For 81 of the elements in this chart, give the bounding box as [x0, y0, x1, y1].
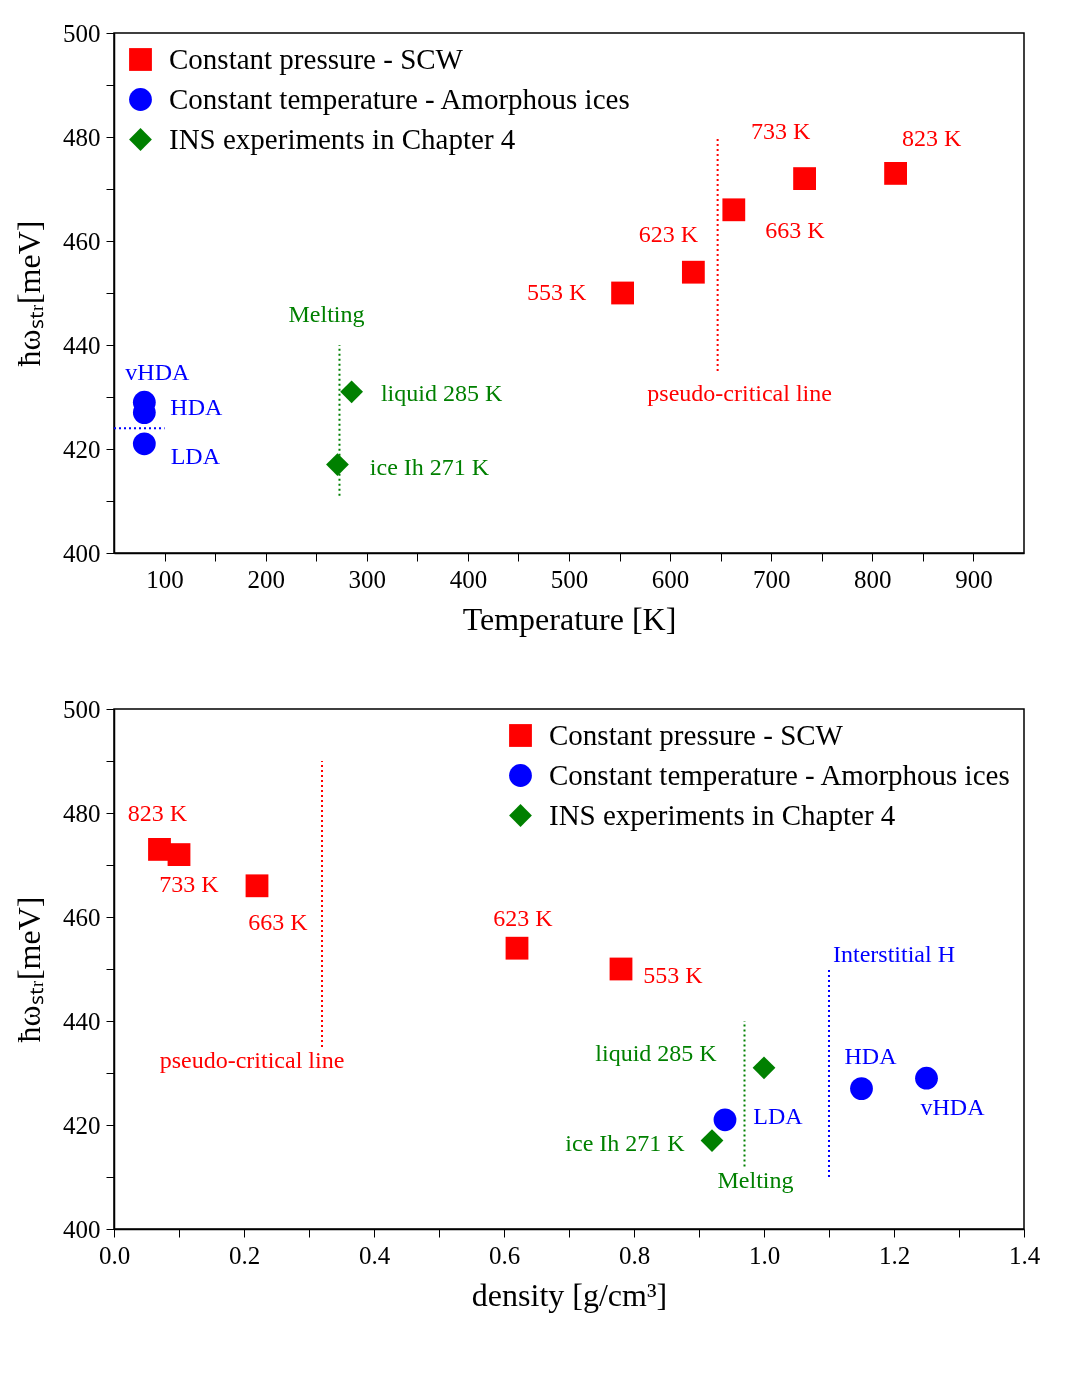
x-tick-label: 700	[752, 565, 791, 593]
legend-label: Constant temperature - Amorphous ices	[169, 82, 630, 115]
x-tick-label: 400	[449, 565, 488, 593]
y-tick-label: 480	[63, 799, 101, 827]
x-tick-label: 0.8	[618, 1241, 651, 1269]
annotation: LDA	[753, 1102, 804, 1129]
annotation: 623 K	[638, 221, 699, 248]
point	[915, 1066, 938, 1090]
annotation: liquid 285 K	[380, 379, 503, 406]
legend-label: INS experiments in Chapter 4	[549, 798, 896, 831]
point	[326, 453, 349, 476]
annotation: HDA	[844, 1042, 898, 1069]
x-tick-label: 800	[854, 565, 892, 593]
annotation: 663 K	[765, 216, 826, 243]
x-tick-label: 900	[955, 565, 993, 593]
y-tick-label: 440	[63, 1007, 101, 1035]
point	[722, 198, 746, 222]
point	[752, 1056, 776, 1080]
x-tick-label: 600	[651, 565, 690, 593]
point	[609, 957, 633, 981]
point	[132, 432, 156, 456]
x-axis-title: Temperature [K]	[462, 600, 677, 637]
x-axis-title: density [g/cm³]	[471, 1276, 668, 1313]
series-label: Melting	[288, 301, 365, 327]
series-label: pseudo-critical line	[159, 1047, 345, 1073]
point	[681, 260, 705, 284]
annotation: liquid 285 K	[595, 1039, 718, 1066]
y-tick-label: 440	[63, 331, 101, 359]
x-tick-label: 1.2	[878, 1241, 911, 1269]
point	[884, 162, 907, 185]
x-tick-label: 0.2	[228, 1241, 261, 1269]
annotation: 553 K	[526, 279, 587, 305]
y-tick-label: 480	[63, 123, 101, 151]
y-tick-label: 460	[63, 903, 101, 931]
annotation: ice Ih 271 K	[565, 1129, 686, 1156]
series-label: Melting	[717, 1166, 794, 1193]
y-tick-label: 460	[63, 227, 101, 255]
annotation: 553 K	[643, 962, 704, 988]
legend-label: Constant temperature - Amorphous ices	[549, 758, 1010, 791]
y-axis-title: ħωₛₜᵣ[meV]	[11, 220, 47, 367]
x-tick-label: 0.4	[358, 1241, 391, 1269]
x-tick-label: 300	[348, 565, 387, 593]
point	[167, 843, 191, 866]
annotation: 663 K	[248, 908, 309, 935]
point	[340, 380, 364, 404]
annotation: 733 K	[159, 870, 220, 897]
point	[793, 167, 816, 190]
x-tick-label: 0.6	[488, 1241, 521, 1269]
point	[713, 1108, 737, 1132]
annotation: 823 K	[901, 125, 962, 152]
legend-label: Constant pressure - SCW	[169, 42, 464, 75]
y-tick-label: 500	[63, 695, 101, 723]
annotation: vHDA	[125, 359, 190, 386]
x-tick-label: 1.4	[1008, 1241, 1041, 1269]
annotation: 823 K	[127, 800, 188, 827]
point	[850, 1077, 873, 1100]
series-label: Interstitial H	[833, 941, 955, 967]
x-tick-label: 200	[247, 565, 285, 593]
y-tick-label: 400	[63, 1215, 101, 1243]
annotation: vHDA	[920, 1094, 986, 1121]
annotation: ice Ih 271 K	[369, 453, 490, 480]
y-tick-label: 500	[63, 19, 101, 47]
annotation: 733 K	[750, 117, 811, 144]
legend-label: Constant pressure - SCW	[549, 718, 844, 751]
x-tick-label: 0.0	[98, 1241, 131, 1269]
y-tick-label: 420	[63, 1111, 101, 1139]
series-label: pseudo-critical line	[647, 380, 832, 406]
y-tick-label: 400	[63, 539, 101, 567]
y-axis-title: ħωₛₜᵣ[meV]	[11, 896, 47, 1043]
annotation: HDA	[170, 393, 223, 420]
legend-label: INS experiments in Chapter 4	[169, 122, 516, 155]
y-tick-label: 420	[63, 435, 101, 463]
x-tick-label: 1.0	[748, 1241, 781, 1269]
annotation: 623 K	[493, 905, 554, 932]
x-tick-label: 500	[550, 565, 589, 593]
annotation: LDA	[170, 442, 221, 469]
x-tick-label: 100	[146, 565, 184, 593]
point	[611, 281, 634, 305]
point	[505, 936, 529, 960]
point	[245, 874, 269, 898]
point	[700, 1129, 724, 1152]
